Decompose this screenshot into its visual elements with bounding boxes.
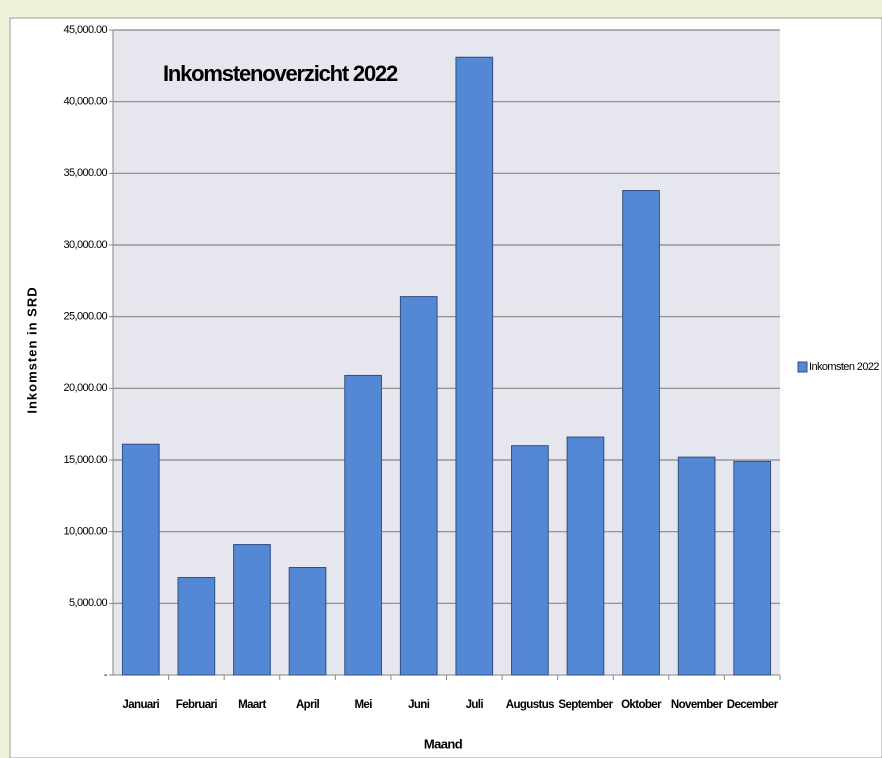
bar [455, 56, 494, 676]
bar [177, 577, 216, 676]
y-tick-label: 5,000.00 [69, 597, 108, 609]
bar [511, 445, 549, 676]
y-tick-label: 30,000.00 [63, 239, 107, 251]
legend-label: Inkomsten 2022 [809, 361, 879, 373]
bar [121, 443, 160, 676]
y-axis-label: Inkomsten in SRD [24, 286, 39, 413]
y-tick-label: 10,000.00 [63, 526, 107, 538]
x-tick-label: Januari [122, 699, 159, 711]
bar [677, 456, 716, 676]
x-tick-label: Oktober [621, 699, 662, 711]
x-tick-label: September [558, 699, 613, 711]
bar [733, 460, 772, 676]
x-tick-label: December [727, 699, 779, 711]
y-tick-label: 40,000.00 [63, 96, 107, 108]
y-tick-label: 25,000.00 [63, 311, 107, 323]
y-tick-label: 45,000.00 [63, 24, 107, 36]
x-tick-label: April [296, 699, 320, 711]
y-tick-label: - [104, 669, 108, 681]
x-tick-label: Juli [466, 699, 484, 711]
bar [344, 374, 382, 676]
plot-area [113, 30, 780, 675]
y-tick-label: 35,000.00 [63, 167, 107, 179]
bar [566, 436, 605, 676]
legend-swatch [797, 361, 808, 373]
x-tick-label: November [671, 699, 724, 711]
x-axis-label: Maand [424, 736, 463, 751]
x-tick-label: Februari [176, 699, 218, 711]
x-tick-label: Mei [354, 699, 372, 711]
bar [622, 190, 660, 676]
y-tick-label: 15,000.00 [63, 454, 107, 466]
bar [399, 296, 438, 676]
x-tick-label: Maart [238, 699, 266, 711]
bar [233, 544, 271, 676]
bar [288, 567, 327, 676]
chart-title: Inkomstenoverzicht 2022 [163, 61, 398, 86]
y-tick-label: 20,000.00 [63, 382, 107, 394]
x-tick-label: Juni [408, 699, 430, 711]
x-tick-label: Augustus [506, 699, 554, 711]
